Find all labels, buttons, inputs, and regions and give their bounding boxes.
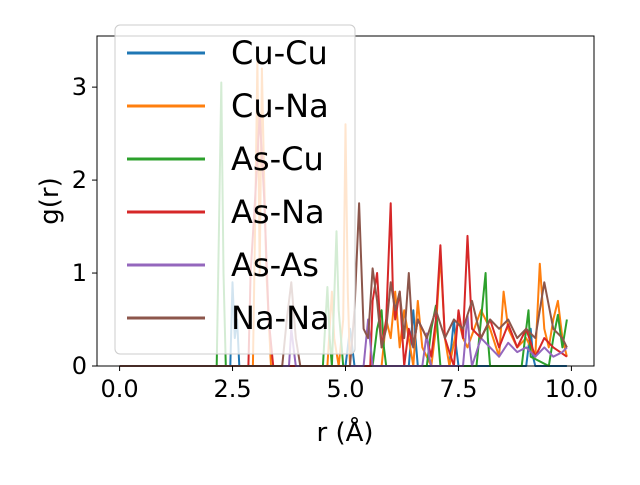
y-axis-label: g(r)	[35, 177, 65, 224]
legend-label: Cu-Cu	[231, 34, 328, 72]
x-tick-label: 2.5	[213, 375, 251, 403]
legend-label: As-Cu	[231, 140, 324, 178]
x-tick-label: 5.0	[326, 375, 364, 403]
y-tick-label: 2	[72, 166, 87, 194]
x-tick-label: 0.0	[101, 375, 139, 403]
legend-label: Na-Na	[231, 299, 330, 337]
y-tick-label: 0	[72, 352, 87, 380]
legend-label: As-Na	[231, 193, 325, 231]
x-tick-label: 10.0	[545, 375, 598, 403]
y-tick-label: 3	[72, 73, 87, 101]
legend: Cu-Cu Cu-Na As-Cu As-Na As-As Na-Na	[114, 24, 356, 355]
x-tick-label: 7.5	[439, 375, 477, 403]
legend-label: Cu-Na	[231, 87, 329, 125]
y-tick-label: 1	[72, 259, 87, 287]
x-axis-label: r (Å)	[316, 416, 373, 448]
axis-ticks: 0.0 2.5 5.0 7.5 10.0 0 1 2 3	[72, 73, 598, 403]
legend-label: As-As	[231, 246, 319, 284]
